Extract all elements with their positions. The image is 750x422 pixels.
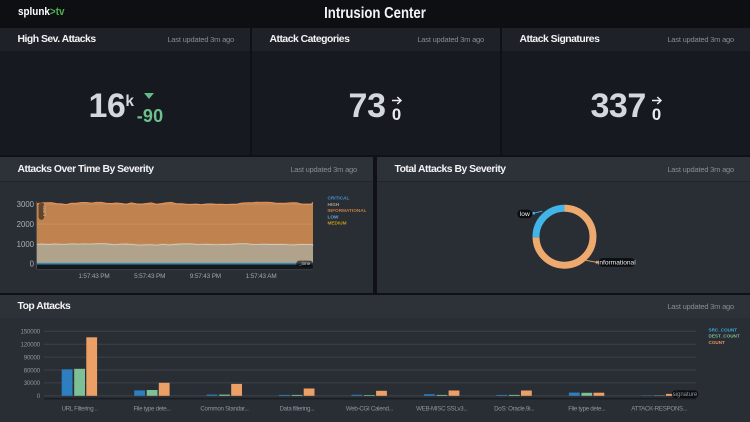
svg-text:Web-CGI Calend...: Web-CGI Calend... [346,405,394,412]
svg-text:Common Standar...: Common Standar... [200,405,249,412]
svg-text:WEB-MISC SSLv3...: WEB-MISC SSLv3... [416,405,468,412]
svg-text:MEDIUM: MEDIUM [328,221,347,226]
svg-text:INFORMATIONAL: INFORMATIONAL [328,208,367,213]
svg-text:ATTACK-RESPONS...: ATTACK-RESPONS... [631,405,687,412]
svg-text:CRITICAL: CRITICAL [328,196,350,201]
svg-text:120000: 120000 [21,342,41,349]
svg-text:COUNT: COUNT [709,340,726,345]
svg-text:1000: 1000 [17,240,35,249]
svg-text:File type dete...: File type dete... [133,405,171,412]
svg-text:SRC_COUNT: SRC_COUNT [709,328,738,333]
svg-text:_time: _time [298,261,311,266]
svg-text:low: low [520,211,530,218]
svg-text:60000: 60000 [24,367,41,374]
svg-text:3000: 3000 [17,200,35,209]
svg-text:150000: 150000 [21,329,41,336]
svg-text:9:57:43 PM: 9:57:43 PM [190,273,221,280]
svg-text:LOW: LOW [328,214,340,219]
svg-text:informational: informational [598,259,636,266]
svg-text:0: 0 [30,260,35,269]
svg-text:HIGH: HIGH [328,202,340,207]
svg-text:URL Filtering ..: URL Filtering .. [61,405,98,412]
svg-text:2000: 2000 [17,220,35,229]
svg-text:DEST_COUNT: DEST_COUNT [709,334,740,339]
svg-text:90000: 90000 [24,354,41,361]
svg-text:1:57:43 AM: 1:57:43 AM [246,273,277,280]
svg-text:30000: 30000 [24,380,41,387]
svg-text:DoS: Oracle.9i...: DoS: Oracle.9i... [494,405,535,412]
svg-text:1:57:43 PM: 1:57:43 PM [78,273,109,280]
svg-text:count: count [42,206,47,217]
svg-text:5:57:43 PM: 5:57:43 PM [134,273,165,280]
svg-text:File type dete...: File type dete... [568,405,606,412]
svg-text:signature: signature [673,392,698,398]
svg-text:0: 0 [37,393,41,400]
svg-text:Data filtering...: Data filtering... [280,405,315,412]
